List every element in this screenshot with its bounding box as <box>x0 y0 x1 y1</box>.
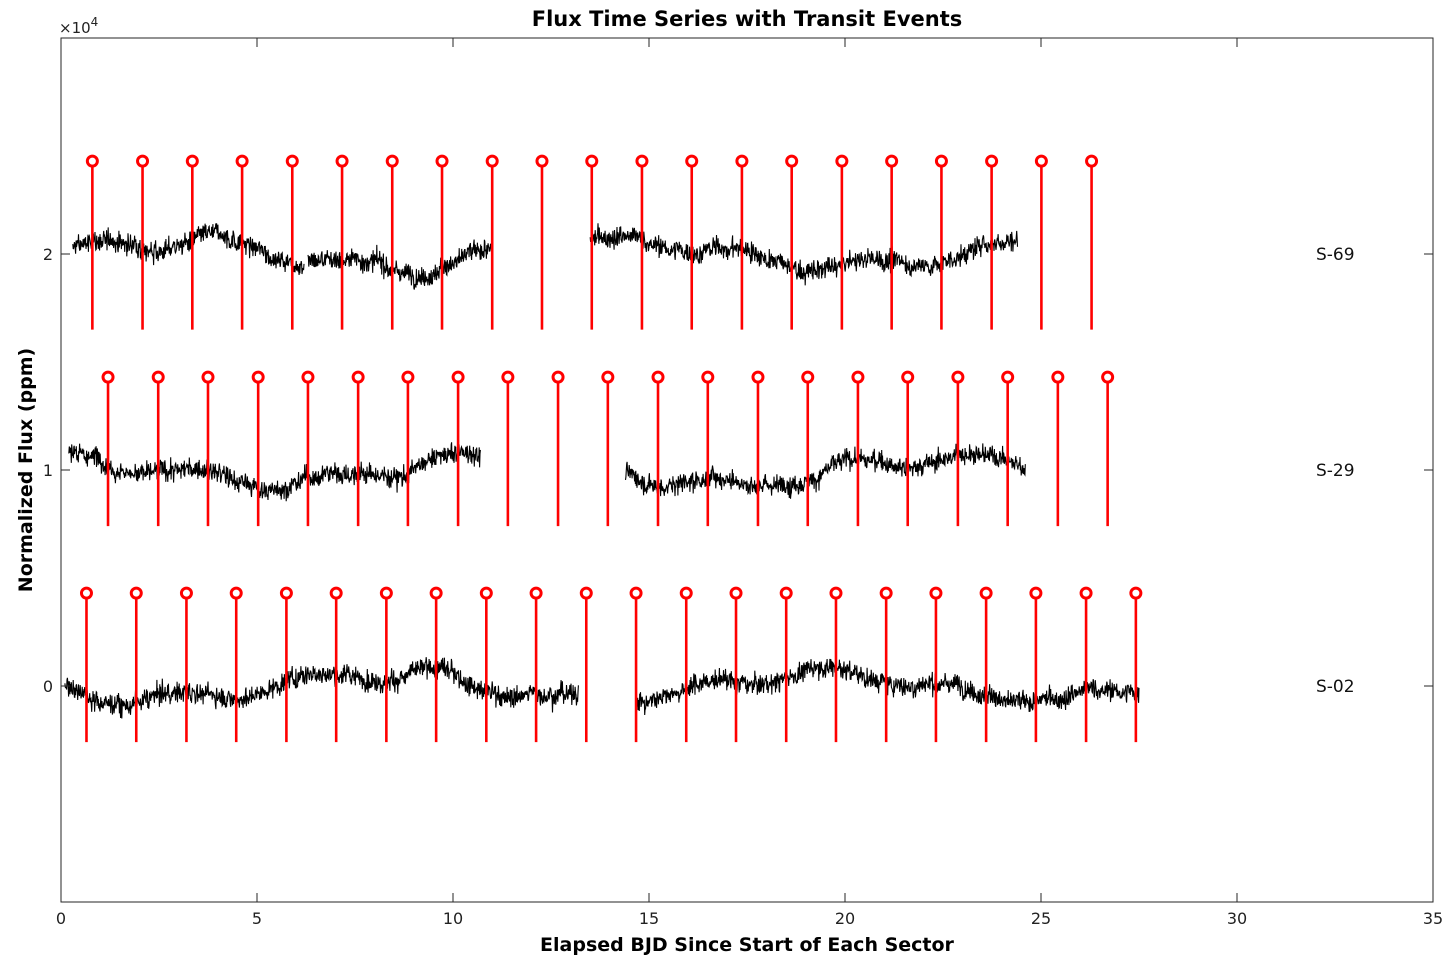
transit-marker <box>351 370 365 384</box>
transit-marker <box>429 586 443 600</box>
transit-marker <box>285 154 299 168</box>
transit-marker <box>951 370 965 384</box>
transit-marker <box>501 370 515 384</box>
transit-marker <box>851 370 865 384</box>
transit-marker <box>635 154 649 168</box>
transit-marker <box>451 370 465 384</box>
transit-marker <box>235 154 249 168</box>
y-tick-label: 0 <box>43 677 53 696</box>
sector-label: S-29 <box>1316 461 1355 481</box>
transit-marker <box>385 154 399 168</box>
transit-marker <box>185 154 199 168</box>
transit-marker <box>379 586 393 600</box>
transit-marker <box>129 586 143 600</box>
sector-label: S-69 <box>1316 245 1355 265</box>
sector-label: S-02 <box>1316 677 1355 697</box>
sector-S-69: S-69 <box>72 154 1355 330</box>
transit-marker <box>1029 586 1043 600</box>
transit-marker <box>879 586 893 600</box>
transit-marker <box>1051 370 1065 384</box>
y-tick-label: 2 <box>43 245 53 264</box>
flux-segment <box>307 239 493 290</box>
x-tick-label: 20 <box>835 909 855 928</box>
x-tick-label: 25 <box>1031 909 1051 928</box>
transit-marker <box>401 370 415 384</box>
x-tick-label: 35 <box>1423 909 1443 928</box>
y-axis-label: Normalized Flux (ppm) <box>15 348 37 592</box>
transit-marker <box>579 586 593 600</box>
transit-marker <box>551 370 565 384</box>
chart-marks: S-69 S-29 S-02 <box>64 154 1355 743</box>
transit-marker <box>729 586 743 600</box>
flux-segment <box>589 223 842 286</box>
transit-marker <box>701 370 715 384</box>
x-tick-label: 30 <box>1227 909 1247 928</box>
transit-marker <box>435 154 449 168</box>
transit-marker <box>685 154 699 168</box>
transit-marker <box>1101 370 1115 384</box>
transit-marker <box>151 370 165 384</box>
flux-segment <box>72 223 305 276</box>
transit-marker <box>629 586 643 600</box>
transit-marker <box>885 154 899 168</box>
transit-marker <box>79 586 93 600</box>
flux-segment <box>840 230 1019 278</box>
transit-marker <box>201 370 215 384</box>
transit-marker <box>785 154 799 168</box>
transit-marker <box>601 370 615 384</box>
transit-marker <box>679 586 693 600</box>
transit-marker <box>535 154 549 168</box>
x-tick-label: 0 <box>56 909 66 928</box>
x-tick-label: 10 <box>443 909 463 928</box>
transit-marker <box>85 154 99 168</box>
y-tick-label: 1 <box>43 461 53 480</box>
transit-marker <box>585 154 599 168</box>
transit-marker <box>751 370 765 384</box>
transit-marker <box>1085 154 1099 168</box>
transit-marker <box>335 154 349 168</box>
transit-marker <box>101 370 115 384</box>
axes: 0 5 10 15 20 25 30 35 0 1 2 <box>43 38 1443 928</box>
flux-segment <box>64 657 579 719</box>
chart-title: Flux Time Series with Transit Events <box>532 7 963 31</box>
transit-marker <box>651 370 665 384</box>
transit-marker <box>1129 586 1143 600</box>
transit-marker <box>301 370 315 384</box>
transit-marker <box>779 586 793 600</box>
sector-S-02: S-02 <box>64 586 1355 743</box>
transit-marker <box>979 586 993 600</box>
transit-marker <box>901 370 915 384</box>
transit-marker <box>801 370 815 384</box>
transit-marker <box>529 586 543 600</box>
transit-marker <box>1079 586 1093 600</box>
transit-marker <box>929 586 943 600</box>
x-tick-label: 15 <box>639 909 659 928</box>
transit-marker <box>934 154 948 168</box>
transit-marker <box>835 154 849 168</box>
flux-segment <box>636 658 1140 716</box>
transit-marker <box>829 586 843 600</box>
transit-marker <box>329 586 343 600</box>
transit-marker <box>479 586 493 600</box>
transit-marker <box>179 586 193 600</box>
x-tick-label: 5 <box>252 909 262 928</box>
transit-marker <box>251 370 265 384</box>
transit-marker <box>485 154 499 168</box>
transit-marker <box>229 586 243 600</box>
y-axis-multiplier: ×104 <box>59 15 98 37</box>
transit-marker <box>1001 370 1015 384</box>
flux-segment <box>68 442 481 502</box>
transit-marker <box>1034 154 1048 168</box>
sector-S-29: S-29 <box>68 370 1355 527</box>
transit-marker <box>735 154 749 168</box>
transit-marker <box>279 586 293 600</box>
x-axis-label: Elapsed BJD Since Start of Each Sector <box>540 934 955 956</box>
transit-marker <box>985 154 999 168</box>
transit-marker <box>136 154 150 168</box>
